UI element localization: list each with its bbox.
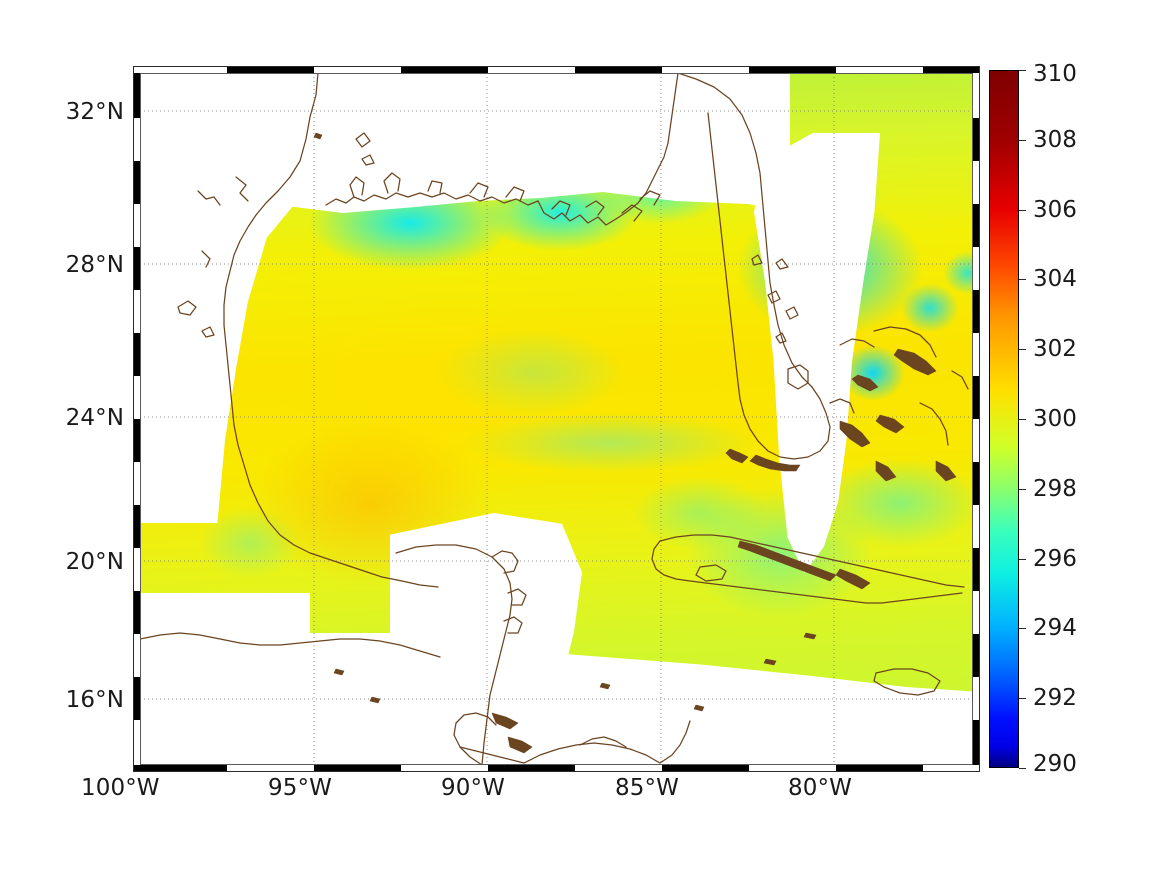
colorbar-tick-296: [1019, 559, 1026, 560]
colorbar-tick-298: [1019, 489, 1026, 490]
y-tick-label-32n: 32°N: [65, 99, 124, 125]
colorbar-label-294: 294: [1033, 615, 1077, 641]
y-tick-label-24n: 24°N: [65, 405, 124, 431]
y-tick-label-28n: 28°N: [65, 252, 124, 278]
colorbar-label-306: 306: [1033, 197, 1077, 223]
x-tick-label-4: 80°W: [788, 775, 852, 801]
colorbar-label-300: 300: [1033, 406, 1077, 432]
colorbar-gradient: [989, 70, 1019, 768]
coastlines: [140, 73, 969, 765]
y-tick-label-20n: 20°N: [65, 549, 124, 575]
x-tick-label-3: 85°W: [615, 775, 679, 801]
colorbar-tick-304: [1019, 279, 1026, 280]
colorbar-label-302: 302: [1033, 336, 1077, 362]
colorbar-tick-292: [1019, 698, 1026, 699]
colorbar-label-290: 290: [1033, 751, 1077, 777]
colorbar[interactable]: 310 308 306 304 302 300 298 296 294 292 …: [989, 61, 1077, 777]
no-data-mask-southeast: [900, 703, 973, 765]
colorbar-tick-308: [1019, 140, 1026, 141]
x-tick-label-0: 100°W: [81, 775, 160, 801]
x-tick-label-2: 90°W: [441, 775, 505, 801]
colorbar-tick-310: [1019, 70, 1026, 71]
colorbar-label-292: 292: [1033, 685, 1077, 711]
colorbar-label-308: 308: [1033, 127, 1077, 153]
colorbar-label-298: 298: [1033, 476, 1077, 502]
map-plot-area[interactable]: [140, 73, 973, 765]
colorbar-label-310: 310: [1033, 61, 1077, 87]
colorbar-tick-300: [1019, 419, 1026, 420]
y-tick-label-16n: 16°N: [65, 687, 124, 713]
colorbar-label-296: 296: [1033, 546, 1077, 572]
colorbar-tick-306: [1019, 210, 1026, 211]
graticule: [140, 73, 973, 765]
land-mask-mexico-upper: [140, 593, 310, 653]
colorbar-label-304: 304: [1033, 266, 1077, 292]
land-mask-usa-north: [270, 73, 790, 213]
colorbar-tick-294: [1019, 628, 1026, 629]
x-tick-label-1: 95°W: [268, 775, 332, 801]
colorbar-tick-302: [1019, 349, 1026, 350]
colorbar-tick-290: [1019, 768, 1026, 769]
